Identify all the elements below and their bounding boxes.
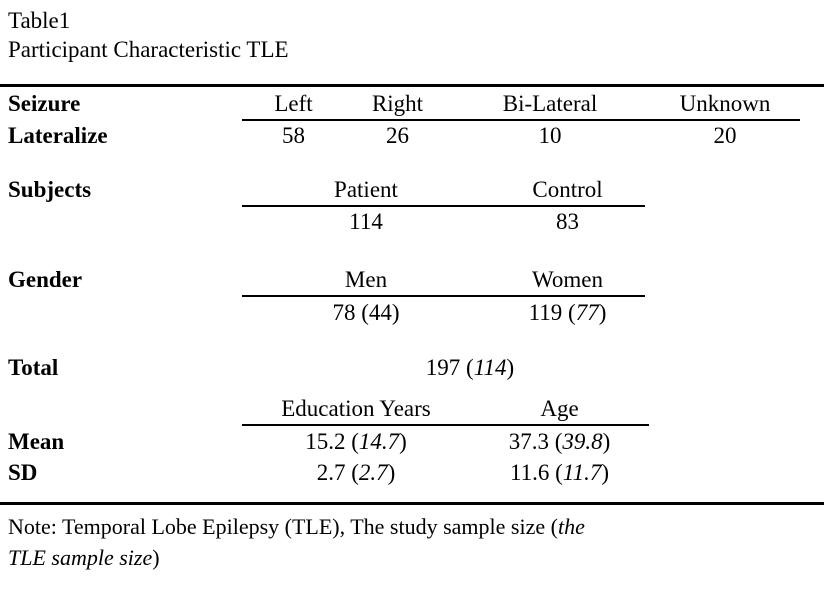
top-rule — [0, 84, 824, 87]
section-subjects: Subjects Patient Control 114 83 — [0, 175, 824, 237]
cell-bilateral-count: 10 — [538, 123, 562, 148]
table-number: Table1 — [8, 8, 71, 33]
cell-control-count: 83 — [556, 209, 579, 234]
stats-headers: Education Years Age — [242, 393, 649, 426]
cell-unknown-count: 20 — [713, 123, 737, 148]
column-header-left: Left — [274, 91, 313, 116]
section-total: Total 197 (114) — [0, 353, 824, 383]
section-stats: Education Years Age Mean 15.2 (14.7) 37.… — [0, 393, 824, 488]
cell-mean-education: 15.2 (14.7) — [305, 429, 407, 454]
row-label-lateralize: Lateralize — [8, 123, 108, 148]
subjects-values-row: 114 83 — [0, 207, 824, 237]
table-title-block: Table1 Participant Characteristic TLE — [0, 6, 824, 64]
column-header-women: Women — [532, 267, 603, 292]
table-note: Note: Temporal Lobe Epilepsy (TLE), The … — [0, 511, 824, 573]
cell-total-count: 197 (114) — [425, 355, 515, 380]
stats-header-row: Education Years Age — [0, 393, 824, 426]
table-caption: Participant Characteristic TLE — [8, 37, 289, 62]
cell-mean-age: 37.3 (39.8) — [508, 429, 611, 454]
column-header-control: Control — [532, 177, 603, 202]
mean-values: 15.2 (14.7) 37.3 (39.8) — [242, 426, 649, 457]
cell-right-count: 26 — [386, 123, 409, 148]
bottom-rule — [0, 502, 824, 505]
row-label-sd: SD — [8, 460, 38, 485]
cell-sd-education: 2.7 (2.7) — [316, 460, 396, 485]
section-gender: Gender Men Women 78 (44) 119 (77) — [0, 264, 824, 328]
cell-men-count: 78 (44) — [332, 300, 400, 325]
gender-values: 78 (44) 119 (77) — [242, 297, 645, 328]
section-seizure: Seizure Left Right Bi-Lateral Unknown La… — [0, 89, 824, 151]
column-header-education-years: Education Years — [281, 396, 431, 421]
row-label-seizure: Seizure — [8, 91, 81, 116]
gender-values-row: 78 (44) 119 (77) — [0, 297, 824, 328]
sd-values: 2.7 (2.7) 11.6 (11.7) — [242, 457, 649, 488]
column-header-right: Right — [371, 91, 424, 116]
mean-row: Mean 15.2 (14.7) 37.3 (39.8) — [0, 426, 824, 457]
subjects-headers: Patient Control — [242, 175, 645, 207]
row-label-mean: Mean — [8, 429, 65, 454]
cell-sd-age: 11.6 (11.7) — [509, 460, 610, 485]
column-header-age: Age — [540, 396, 579, 421]
subjects-values: 114 83 — [242, 207, 645, 237]
cell-left-count: 58 — [282, 123, 305, 148]
column-header-unknown: Unknown — [679, 91, 771, 116]
note-italic-part: the — [557, 514, 585, 539]
total-value-area: 197 (114) — [242, 353, 698, 383]
seizure-values-row: Lateralize 58 26 10 20 — [0, 121, 824, 151]
row-label-subjects: Subjects — [8, 177, 92, 202]
seizure-header-row: Seizure Left Right Bi-Lateral Unknown — [0, 89, 824, 121]
total-row: Total 197 (114) — [0, 353, 824, 383]
gender-header-row: Gender Men Women — [0, 264, 824, 297]
subjects-header-row: Subjects Patient Control — [0, 175, 824, 207]
note-roman-part: Note: Temporal Lobe Epilepsy (TLE), The … — [8, 514, 558, 539]
note-italic-part: TLE sample size — [8, 545, 153, 570]
sd-row: SD 2.7 (2.7) 11.6 (11.7) — [0, 457, 824, 488]
column-header-bilateral: Bi-Lateral — [502, 91, 598, 116]
cell-patient-count: 114 — [349, 209, 383, 234]
row-label-gender: Gender — [8, 267, 83, 292]
gender-headers: Men Women — [242, 264, 645, 297]
seizure-headers: Left Right Bi-Lateral Unknown — [242, 89, 800, 121]
column-header-men: Men — [344, 267, 388, 292]
row-label-total: Total — [8, 355, 59, 380]
column-header-patient: Patient — [334, 177, 398, 202]
cell-women-count: 119 (77) — [528, 300, 607, 325]
seizure-values: 58 26 10 20 — [242, 121, 800, 151]
note-roman-part: ) — [152, 545, 160, 570]
